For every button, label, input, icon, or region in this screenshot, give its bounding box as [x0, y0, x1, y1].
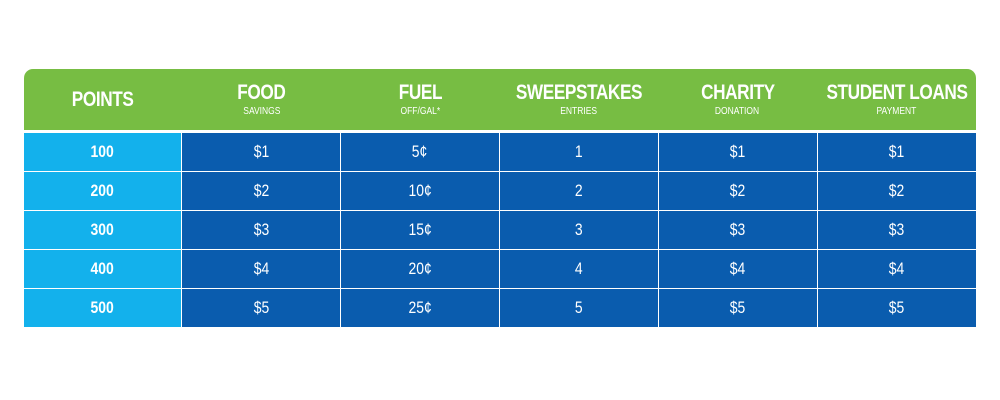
sweepstakes-value: 2 [574, 181, 583, 200]
food-cell: $1 [182, 133, 342, 171]
student-loans-value: $2 [889, 181, 905, 200]
header-food: FOOD SAVINGS [182, 69, 341, 130]
header-sweepstakes-subtitle: ENTRIES [560, 105, 597, 117]
header-food-title: FOOD [237, 80, 286, 104]
points-cell: 200 [24, 172, 183, 210]
header-fuel-subtitle: OFF/GAL* [400, 105, 440, 117]
table-row: 200 $2 10¢ 2 $2 $2 [24, 172, 977, 211]
sweepstakes-value: 4 [574, 259, 583, 278]
header-fuel-title: FUEL [398, 80, 442, 104]
sweepstakes-cell: 5 [499, 289, 659, 327]
student-loans-value: $5 [889, 298, 905, 317]
charity-value: $5 [730, 298, 746, 317]
table-row: 100 $1 5¢ 1 $1 $1 [24, 133, 977, 172]
sweepstakes-cell: 3 [499, 211, 659, 249]
student-loans-cell: $4 [817, 250, 977, 288]
header-points-title: POINTS [72, 87, 134, 111]
food-cell: $2 [182, 172, 342, 210]
fuel-value: 20¢ [408, 259, 432, 278]
food-cell: $3 [182, 211, 342, 249]
charity-cell: $5 [658, 289, 818, 327]
header-charity: CHARITY DONATION [658, 69, 817, 130]
header-sweepstakes: SWEEPSTAKES ENTRIES [499, 69, 658, 130]
points-value: 100 [90, 142, 115, 161]
fuel-cell: 25¢ [341, 289, 500, 327]
header-charity-subtitle: DONATION [715, 105, 760, 117]
rewards-table: POINTS FOOD SAVINGS FUEL OFF/GAL* SWEEPS… [24, 69, 977, 327]
student-loans-value: $4 [889, 259, 905, 278]
sweepstakes-cell: 2 [499, 172, 659, 210]
header-points: POINTS [24, 69, 182, 130]
student-loans-cell: $1 [817, 133, 977, 171]
student-loans-cell: $3 [817, 211, 977, 249]
sweepstakes-value: 3 [574, 220, 583, 239]
student-loans-cell: $2 [817, 172, 977, 210]
table-row: 500 $5 25¢ 5 $5 $5 [24, 289, 977, 327]
food-cell: $5 [182, 289, 342, 327]
charity-value: $3 [730, 220, 746, 239]
fuel-cell: 10¢ [341, 172, 500, 210]
header-food-subtitle: SAVINGS [242, 105, 281, 117]
points-value: 400 [90, 259, 115, 278]
charity-cell: $1 [658, 133, 818, 171]
fuel-value: 5¢ [412, 142, 428, 161]
points-cell: 500 [24, 289, 183, 327]
fuel-value: 25¢ [408, 298, 432, 317]
sweepstakes-cell: 4 [499, 250, 659, 288]
points-cell: 300 [24, 211, 183, 249]
food-value: $4 [253, 259, 270, 278]
fuel-value: 10¢ [408, 181, 432, 200]
header-student-loans-title: STUDENT LOANS [825, 80, 968, 104]
food-value: $3 [253, 220, 270, 239]
table-row: 300 $3 15¢ 3 $3 $3 [24, 211, 977, 250]
sweepstakes-value: 5 [574, 298, 583, 317]
charity-value: $2 [730, 181, 746, 200]
header-student-loans-subtitle: PAYMENT [876, 105, 917, 117]
fuel-cell: 15¢ [341, 211, 500, 249]
sweepstakes-cell: 1 [499, 133, 659, 171]
charity-value: $1 [730, 142, 746, 161]
student-loans-cell: $5 [817, 289, 977, 327]
food-value: $1 [253, 142, 270, 161]
food-value: $2 [253, 181, 270, 200]
charity-cell: $3 [658, 211, 818, 249]
header-sweepstakes-title: SWEEPSTAKES [515, 80, 642, 104]
sweepstakes-value: 1 [574, 142, 583, 161]
header-fuel: FUEL OFF/GAL* [341, 69, 499, 130]
student-loans-value: $3 [889, 220, 905, 239]
table-row: 400 $4 20¢ 4 $4 $4 [24, 250, 977, 289]
header-student-loans: STUDENT LOANS PAYMENT [817, 69, 976, 130]
fuel-cell: 5¢ [341, 133, 500, 171]
fuel-value: 15¢ [408, 220, 432, 239]
points-value: 500 [90, 298, 115, 317]
fuel-cell: 20¢ [341, 250, 500, 288]
points-value: 200 [90, 181, 115, 200]
charity-cell: $2 [658, 172, 818, 210]
student-loans-value: $1 [889, 142, 905, 161]
points-cell: 100 [24, 133, 183, 171]
charity-cell: $4 [658, 250, 818, 288]
food-cell: $4 [182, 250, 342, 288]
food-value: $5 [253, 298, 270, 317]
header-charity-title: CHARITY [700, 80, 775, 104]
points-cell: 400 [24, 250, 183, 288]
table-header: POINTS FOOD SAVINGS FUEL OFF/GAL* SWEEPS… [24, 69, 976, 133]
points-value: 300 [90, 220, 115, 239]
charity-value: $4 [730, 259, 746, 278]
